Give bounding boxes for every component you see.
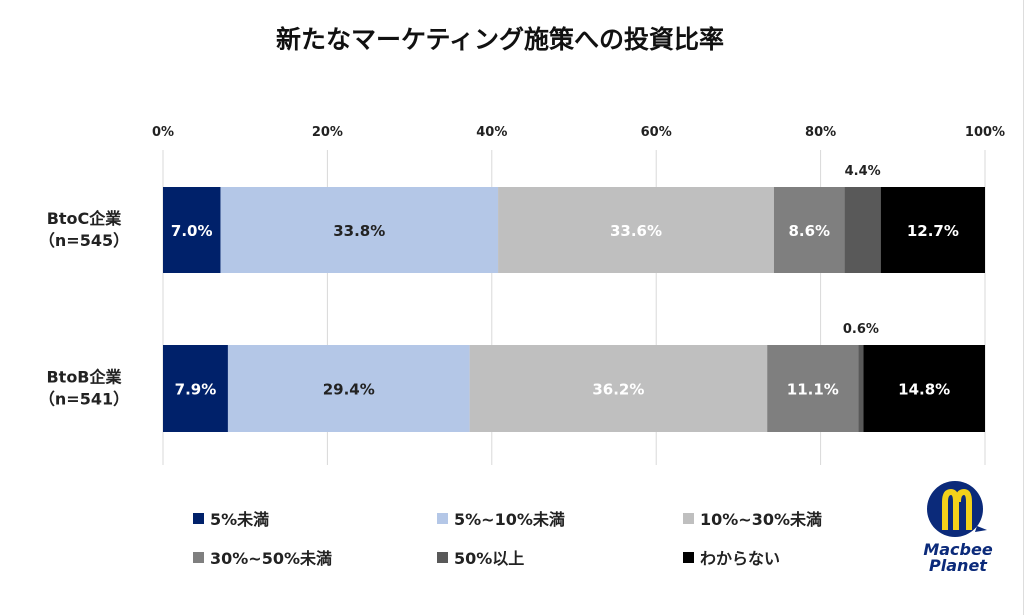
legend-item: 5%~10%未満 [437,506,565,530]
legend-swatch [193,512,204,524]
data-label: 33.6% [610,222,662,240]
bar-segment [163,187,221,273]
data-label: 4.4% [845,164,881,179]
data-label: 14.8% [898,381,950,399]
bar-segment [227,345,470,432]
data-label: 36.2% [592,381,644,399]
data-label: 8.6% [788,222,830,240]
data-label: 29.4% [323,381,375,399]
bar-segment [880,187,985,273]
legend-swatch [683,551,694,563]
data-label: 7.9% [175,381,217,399]
macbee-planet-logo: Macbee Planet [918,480,998,574]
x-tick-label: 100% [965,125,1005,140]
bar-segment [220,187,499,273]
legend-label: 5%~10%未満 [454,510,565,529]
chart-title: 新たなマーケティング施策への投資比率 [275,25,724,54]
category-label: （n=545） [39,231,129,250]
bar-segment [498,187,774,273]
legend-label: 5%未満 [210,510,270,529]
category-label: （n=541） [39,390,129,409]
category-label: BtoB企業 [46,368,122,387]
x-tick-label: 40% [476,125,507,140]
legend-item: 50%以上 [437,545,524,569]
legend-swatch [437,551,448,563]
legend-label: 30%~50%未満 [210,549,333,568]
bar-segment [773,187,845,273]
bar-segment [863,345,985,432]
x-tick-label: 0% [152,125,174,140]
legend-label: 10%~30%未満 [700,510,823,529]
legend-item: わからない [683,545,780,569]
bar-segment [767,345,859,432]
data-label: 0.6% [843,322,879,337]
legend-item: 30%~50%未満 [193,545,332,569]
legend-item: 10%~30%未満 [683,506,822,530]
bar-segment [844,187,881,273]
x-tick-label: 80% [805,125,836,140]
x-tick-label: 60% [641,125,672,140]
legend-swatch [193,551,204,563]
bar-segment [469,345,768,432]
legend-item: 5%未満 [193,506,269,530]
logo-mark-icon [927,481,987,537]
category-label: BtoC企業 [47,209,123,228]
logo-line2: Planet [929,556,987,575]
x-tick-label: 20% [312,125,343,140]
bar-segment [858,345,864,432]
legend-swatch [683,512,694,524]
legend-swatch [437,512,448,524]
bar-segment [163,345,228,432]
data-label: 7.0% [171,222,213,240]
logo-line1: Macbee [923,540,993,559]
data-label: 11.1% [787,381,839,399]
legend-label: 50%以上 [454,549,525,568]
data-label: 33.8% [333,222,385,240]
data-label: 12.7% [907,222,959,240]
legend-label: わからない [700,549,781,568]
